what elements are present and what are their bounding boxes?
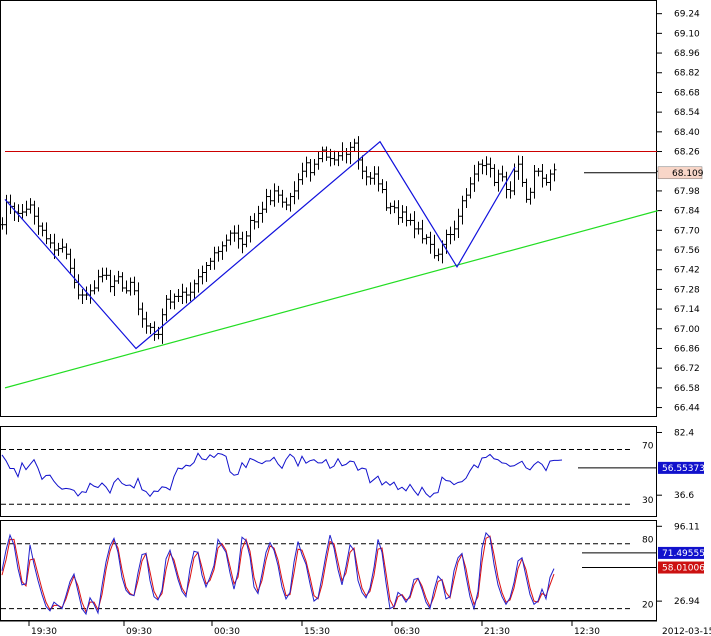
price-tick-label: 67.70 [674,226,700,236]
current-price-label: 68.109 [672,169,704,179]
stoch-current-label: 71.49555 [662,549,705,559]
x-axis: 2012-03-15 19:30 09:30 00:30 15:30 06:30 21:3… [0,620,711,636]
stochastic-panel: 96.11 26.94 80 20 71.49555 58.01006 [0,520,705,621]
price-tick-label: 68.68 [674,88,700,98]
x-tick-label: 12:30 [574,627,600,636]
price-tick-label: 68.40 [674,128,700,138]
price-overlays: 68.109 [4,140,704,389]
price-tick-label: 68.82 [674,69,700,79]
price-tick-label: 68.54 [674,108,700,118]
stochastic-content: 96.11 26.94 80 20 71.49555 58.01006 [1,522,705,616]
osc-tick-label: 82.4 [674,428,694,438]
price-tick-label: 66.86 [674,344,700,354]
stoch-current-box [658,546,704,559]
price-tick-label: 69.10 [674,29,700,39]
price-tick-label: 67.84 [674,207,700,217]
stoch-current-label: 58.01006 [662,564,705,574]
price-tick-label: 69.24 [674,10,700,20]
price-tick-label: 66.44 [674,404,700,414]
osc-ref-label: 30 [642,496,654,506]
osc-ref-label: 70 [642,441,654,451]
price-ticks: 69.24 69.10 68.96 68.82 68.68 68.54 68.40 68.26… [657,10,700,414]
date-label: 2012-03-15 [662,627,711,636]
osc-tick-label: 36.6 [674,491,694,501]
price-tick-label: 67.56 [674,246,700,256]
x-tick-label: 15:30 [304,627,330,636]
price-tick-label: 68.26 [674,148,700,158]
rsi-panel-frame [0,426,657,517]
rsi-current-label: 56.55373 [662,464,705,474]
current-price-box [657,166,703,180]
osc-ref-label: 20 [642,601,654,611]
price-tick-label: 66.58 [674,384,700,394]
price-panel: 69.24 69.10 68.96 68.82 68.68 68.54 68.40 68.26… [0,0,704,417]
x-tick-label: 06:30 [394,627,420,636]
price-tick-label: 67.00 [674,325,700,335]
trend-line [4,210,659,389]
price-bars [0,136,557,344]
osc-series-line [1,531,555,616]
rsi-panel: 82.4 36.6 70 30 56.55373 [0,426,705,517]
price-tick-label: 66.72 [674,364,700,374]
rsi-content: 82.4 36.6 70 30 56.55373 [1,428,705,506]
osc-ref-label: 80 [642,536,654,546]
osc-tick-label: 96.11 [674,522,700,532]
x-tick-label: 00:30 [214,627,240,636]
osc-tick-label: 26.94 [674,597,700,607]
x-tick-label: 09:30 [126,627,152,636]
price-panel-frame [0,0,657,417]
price-tick-label: 67.42 [674,266,700,276]
zigzag-line [4,140,516,350]
price-tick-label: 67.98 [674,187,700,197]
rsi-current-box [658,461,704,474]
price-tick-label: 67.28 [674,285,700,295]
stoch-current-box [658,561,704,574]
x-tick-label: 19:30 [31,627,57,636]
osc-series-line [1,452,563,498]
x-tick-label: 21:30 [484,627,510,636]
price-tick-label: 68.96 [674,49,700,59]
price-tick-label: 67.14 [674,305,700,315]
